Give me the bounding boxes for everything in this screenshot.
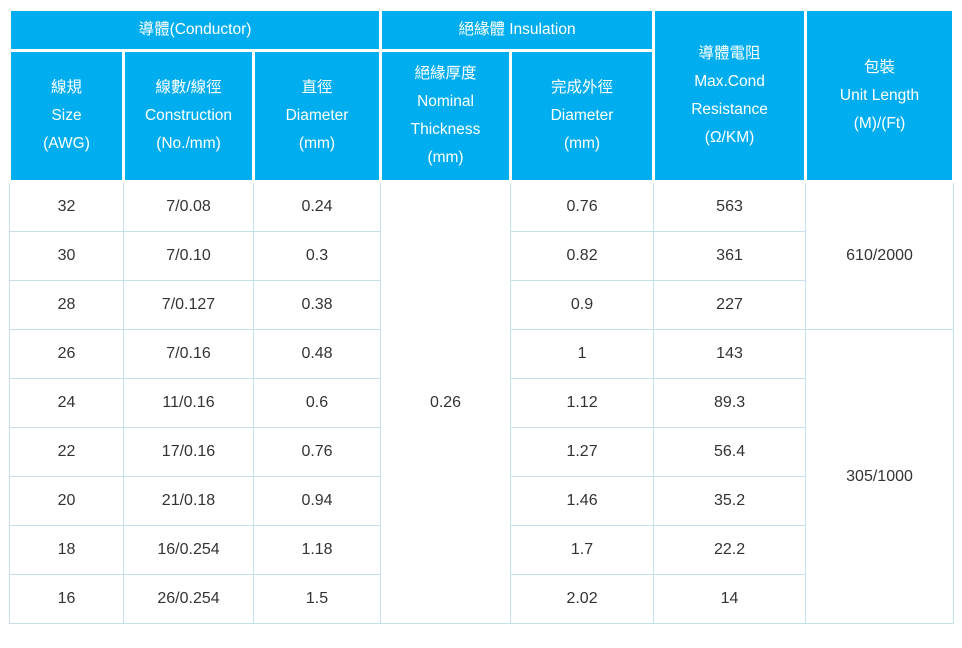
header-cell-outer-diameter: 完成外徑 Diameter (mm) xyxy=(509,49,656,183)
cell-construction: 21/0.18 xyxy=(123,476,254,526)
cell-outer-diameter: 2.02 xyxy=(510,574,655,624)
table-row: 24 11/0.16 0.6 1.12 89.3 xyxy=(9,378,954,428)
cell-resistance: 14 xyxy=(653,574,807,624)
cell-size: 30 xyxy=(9,231,124,281)
cell-resistance: 563 xyxy=(653,181,807,232)
cell-diameter: 0.6 xyxy=(252,378,382,428)
cell-diameter: 0.94 xyxy=(252,476,382,526)
cell-outer-diameter: 0.82 xyxy=(510,231,655,281)
cell-resistance: 56.4 xyxy=(653,427,807,477)
cell-diameter: 1.5 xyxy=(252,574,382,624)
cell-size: 22 xyxy=(9,427,124,477)
cell-construction: 11/0.16 xyxy=(123,378,254,428)
cell-construction: 7/0.08 xyxy=(123,181,254,232)
cell-outer-diameter: 1.27 xyxy=(510,427,655,477)
table-body: 32 7/0.08 0.24 0.26 0.76 563 610/2000 30 7/0.10 0… xyxy=(9,181,955,624)
cell-size: 18 xyxy=(9,525,124,575)
cell-resistance: 361 xyxy=(653,231,807,281)
cell-construction: 7/0.127 xyxy=(123,280,254,330)
cell-diameter: 1.18 xyxy=(252,525,382,575)
cell-construction: 16/0.254 xyxy=(123,525,254,575)
header-cell-size: 線規 Size (AWG) xyxy=(8,49,125,183)
cell-size: 32 xyxy=(9,181,124,232)
cell-outer-diameter: 0.9 xyxy=(510,280,655,330)
table-row: 18 16/0.254 1.18 1.7 22.2 xyxy=(9,525,954,575)
cell-construction: 7/0.10 xyxy=(123,231,254,281)
table-row: 22 17/0.16 0.76 1.27 56.4 xyxy=(9,427,954,477)
table-row: 16 26/0.254 1.5 2.02 14 xyxy=(9,574,954,624)
cell-diameter: 0.76 xyxy=(252,427,382,477)
cell-size: 16 xyxy=(9,574,124,624)
header-cell-construction: 線數/線徑 Construction (No./mm) xyxy=(122,49,255,183)
cell-outer-diameter: 1.46 xyxy=(510,476,655,526)
cell-construction: 7/0.16 xyxy=(123,329,254,379)
cell-outer-diameter: 1.7 xyxy=(510,525,655,575)
cell-diameter: 0.48 xyxy=(252,329,382,379)
cell-unit-length-group2: 305/1000 xyxy=(805,329,955,624)
cell-resistance: 89.3 xyxy=(653,378,807,428)
cell-diameter: 0.38 xyxy=(252,280,382,330)
cell-construction: 26/0.254 xyxy=(123,574,254,624)
cell-resistance: 227 xyxy=(653,280,807,330)
cell-size: 28 xyxy=(9,280,124,330)
header-cell-thickness: 絕緣厚度 Nominal Thickness (mm) xyxy=(379,49,513,183)
cell-resistance: 143 xyxy=(653,329,807,379)
header-cell-unit-length: 包裝 Unit Length (M)/(Ft) xyxy=(804,8,956,183)
table-header: 導體(Conductor) 絕緣體 Insulation 導體電阻 Max.Co… xyxy=(7,8,956,183)
wire-spec-table: 導體(Conductor) 絕緣體 Insulation 導體電阻 Max.Co… xyxy=(7,8,956,624)
header-group-insulation: 絕緣體 Insulation xyxy=(379,8,656,52)
table-row: 32 7/0.08 0.24 0.26 0.76 563 610/2000 xyxy=(9,181,955,624)
cell-size: 26 xyxy=(9,329,124,379)
cell-resistance: 35.2 xyxy=(653,476,807,526)
cell-outer-diameter: 1.12 xyxy=(510,378,655,428)
cell-construction: 17/0.16 xyxy=(123,427,254,477)
cell-outer-diameter: 0.76 xyxy=(510,181,655,232)
header-cell-diameter: 直徑 Diameter (mm) xyxy=(251,49,383,183)
header-cell-resistance: 導體電阻 Max.Cond Resistance (Ω/KM) xyxy=(652,8,808,183)
cell-outer-diameter: 1 xyxy=(510,329,655,379)
cell-size: 20 xyxy=(9,476,124,526)
cell-size: 24 xyxy=(9,378,124,428)
table-row: 28 7/0.127 0.38 0.9 227 xyxy=(9,280,954,330)
table-row: 30 7/0.10 0.3 0.82 361 xyxy=(9,231,954,281)
cell-diameter: 0.24 xyxy=(252,181,382,232)
cell-diameter: 0.3 xyxy=(252,231,382,281)
cell-resistance: 22.2 xyxy=(653,525,807,575)
cell-unit-length-group1: 610/2000 xyxy=(805,181,955,330)
cell-nominal-thickness: 0.26 xyxy=(380,181,512,624)
table-row: 26 7/0.16 0.48 1 143 305/1000 xyxy=(9,329,955,624)
header-group-conductor: 導體(Conductor) xyxy=(7,8,383,52)
wire-spec-table-container: 導體(Conductor) 絕緣體 Insulation 導體電阻 Max.Co… xyxy=(7,8,956,624)
table-row: 20 21/0.18 0.94 1.46 35.2 xyxy=(9,476,954,526)
